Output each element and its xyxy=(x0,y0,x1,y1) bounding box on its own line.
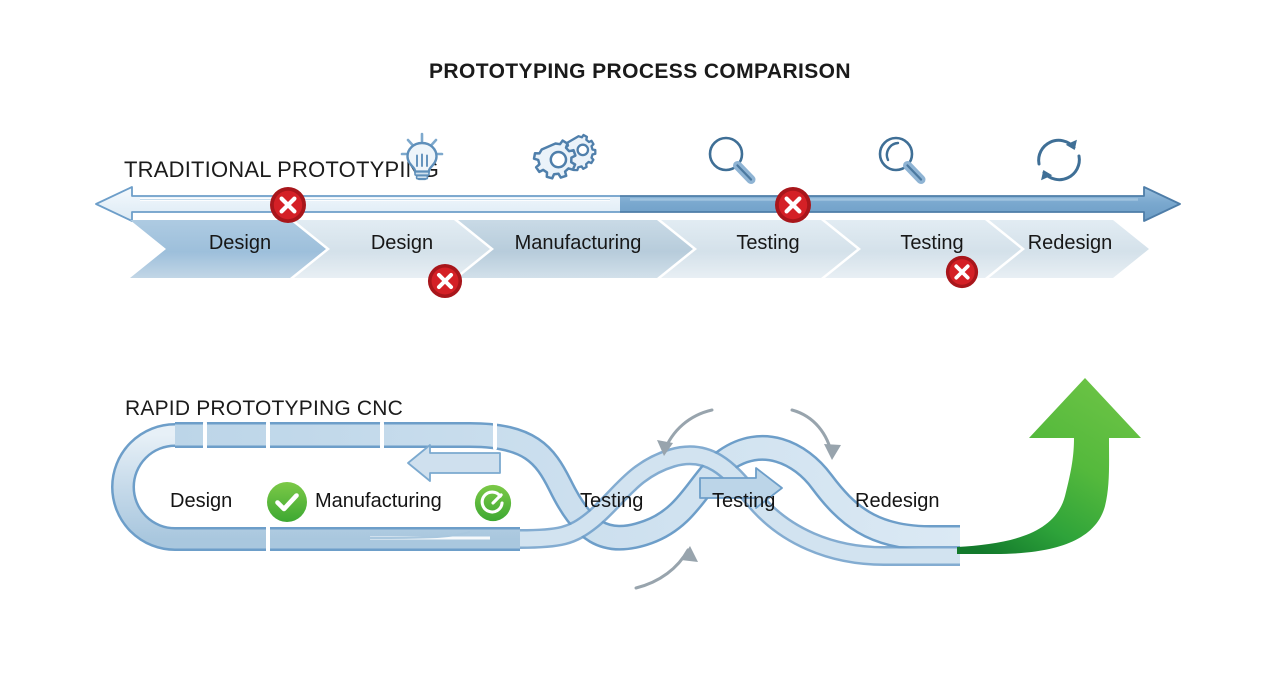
chevron-label-2: Design xyxy=(370,232,434,254)
gears-icon xyxy=(532,133,600,183)
road-label-manufacturing: Manufacturing xyxy=(315,490,442,512)
page-title: PROTOTYPING PROCESS COMPARISON xyxy=(429,60,851,83)
timeline-double-arrow-bar xyxy=(0,180,1280,228)
refresh-cycle-icon xyxy=(1030,134,1088,186)
forward-right-arrow xyxy=(699,467,783,509)
chevron-label-3: Manufacturing xyxy=(514,232,642,254)
error-marker-4 xyxy=(945,255,979,289)
chevron-label-4: Testing xyxy=(736,232,800,254)
magnifier-icon-1 xyxy=(704,135,760,185)
road-label-design: Design xyxy=(170,490,233,512)
error-marker-3 xyxy=(427,263,463,299)
rapid-section-label: RAPID PROTOTYPING CNC xyxy=(125,397,404,420)
traditional-section-label: TRADITIONAL PROTOTYPING xyxy=(124,157,440,182)
road-label-redesign: Redesign xyxy=(855,490,940,512)
traditional-step-chevrons xyxy=(0,218,1280,280)
road-label-testing-2: Testing xyxy=(712,490,776,512)
rapid-process-road xyxy=(0,360,1280,660)
error-marker-1 xyxy=(269,186,307,224)
error-marker-2 xyxy=(774,186,812,224)
chevron-label-5: Testing xyxy=(900,232,964,254)
green-growth-arrow xyxy=(955,368,1155,558)
success-cycle-marker xyxy=(474,484,512,522)
rework-left-arrow xyxy=(407,444,501,482)
road-label-testing-1: Testing xyxy=(580,490,644,512)
chevron-label-1: Design xyxy=(208,232,272,254)
success-check-marker xyxy=(266,481,308,523)
lightbulb-icon xyxy=(398,130,446,182)
chevron-label-6: Redesign xyxy=(1027,232,1113,254)
magnifier-icon-2 xyxy=(874,135,930,185)
iteration-arrowheads xyxy=(657,440,841,562)
